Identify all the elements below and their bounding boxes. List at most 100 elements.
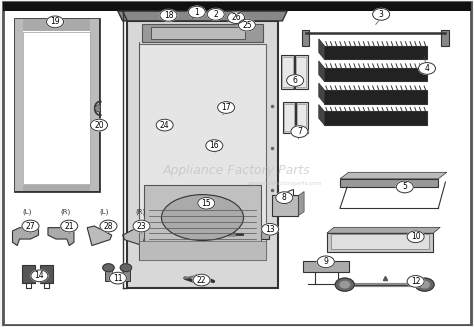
Text: 6: 6	[292, 76, 298, 85]
Circle shape	[335, 278, 354, 291]
Bar	[15, 19, 23, 191]
Text: 16: 16	[210, 141, 219, 150]
Polygon shape	[340, 172, 447, 179]
Circle shape	[407, 231, 424, 243]
Polygon shape	[123, 226, 147, 246]
Bar	[139, 44, 266, 260]
Text: 13: 13	[265, 225, 275, 234]
Text: 9: 9	[323, 257, 328, 266]
Circle shape	[407, 276, 424, 287]
Bar	[22, 265, 35, 283]
Polygon shape	[327, 227, 440, 233]
Circle shape	[318, 256, 334, 268]
Polygon shape	[12, 228, 38, 246]
Bar	[128, 21, 278, 288]
Ellipse shape	[162, 195, 244, 240]
Circle shape	[206, 140, 223, 151]
Text: (L): (L)	[99, 208, 109, 215]
Text: 21: 21	[64, 221, 74, 231]
Bar	[15, 19, 99, 191]
Wedge shape	[95, 105, 101, 112]
Text: 3: 3	[379, 10, 383, 19]
Circle shape	[193, 274, 210, 286]
Polygon shape	[48, 228, 74, 246]
Bar	[105, 268, 112, 281]
Circle shape	[373, 9, 390, 20]
Bar	[324, 112, 428, 125]
Polygon shape	[87, 226, 112, 246]
Text: Appliance Factory Parts: Appliance Factory Parts	[163, 164, 311, 177]
Text: 2: 2	[213, 10, 218, 19]
Text: 25: 25	[242, 21, 252, 30]
Bar	[303, 261, 349, 272]
Text: 19: 19	[50, 17, 60, 26]
Bar	[91, 19, 99, 191]
Circle shape	[276, 192, 293, 203]
Text: 7: 7	[297, 127, 302, 136]
Bar	[122, 268, 130, 281]
Circle shape	[420, 281, 429, 288]
Polygon shape	[319, 61, 324, 81]
Bar	[15, 19, 99, 31]
Circle shape	[415, 278, 434, 291]
Bar	[23, 32, 91, 184]
Text: 12: 12	[411, 277, 420, 286]
Circle shape	[133, 220, 150, 232]
Bar	[273, 196, 299, 215]
Bar	[281, 55, 294, 89]
Polygon shape	[319, 105, 324, 125]
Circle shape	[100, 220, 117, 232]
Bar	[327, 233, 433, 252]
Bar	[295, 55, 308, 89]
Text: 20: 20	[94, 121, 104, 129]
Text: 28: 28	[104, 221, 113, 231]
Polygon shape	[118, 11, 287, 21]
Polygon shape	[319, 83, 324, 104]
Bar	[340, 179, 438, 187]
Text: 4: 4	[425, 64, 429, 73]
Bar	[330, 234, 429, 250]
Circle shape	[61, 220, 78, 232]
Circle shape	[396, 181, 413, 193]
Text: 23: 23	[137, 221, 146, 231]
Bar	[242, 229, 269, 239]
Circle shape	[31, 270, 48, 282]
Text: (R): (R)	[61, 208, 71, 215]
Text: 26: 26	[231, 13, 241, 22]
Bar	[283, 102, 295, 132]
Bar	[296, 57, 307, 87]
Circle shape	[120, 264, 132, 272]
Bar	[324, 90, 428, 104]
Bar	[3, 2, 471, 11]
Bar	[40, 265, 53, 283]
Bar	[144, 185, 261, 257]
Circle shape	[207, 9, 224, 20]
Circle shape	[188, 6, 205, 18]
Circle shape	[218, 102, 235, 113]
Text: (L): (L)	[22, 208, 31, 215]
Circle shape	[103, 264, 114, 272]
Circle shape	[22, 220, 39, 232]
Circle shape	[228, 12, 245, 24]
Bar	[302, 30, 310, 46]
Text: 5: 5	[402, 182, 407, 191]
Circle shape	[419, 62, 436, 74]
Text: 11: 11	[113, 274, 123, 283]
Bar	[296, 102, 308, 132]
Text: (R): (R)	[135, 208, 145, 215]
Bar	[15, 185, 99, 191]
Text: 17: 17	[221, 103, 231, 112]
Circle shape	[46, 16, 64, 28]
Circle shape	[340, 281, 349, 288]
Circle shape	[198, 198, 215, 209]
Bar	[283, 57, 293, 87]
Text: appliancefactoryparts.com: appliancefactoryparts.com	[247, 181, 321, 185]
Circle shape	[91, 119, 108, 131]
Text: 14: 14	[35, 271, 44, 280]
Text: 8: 8	[282, 193, 287, 202]
Circle shape	[287, 75, 304, 86]
Text: 1: 1	[194, 8, 199, 17]
Bar	[142, 24, 264, 42]
Text: 27: 27	[26, 221, 35, 231]
Text: 22: 22	[197, 276, 206, 284]
